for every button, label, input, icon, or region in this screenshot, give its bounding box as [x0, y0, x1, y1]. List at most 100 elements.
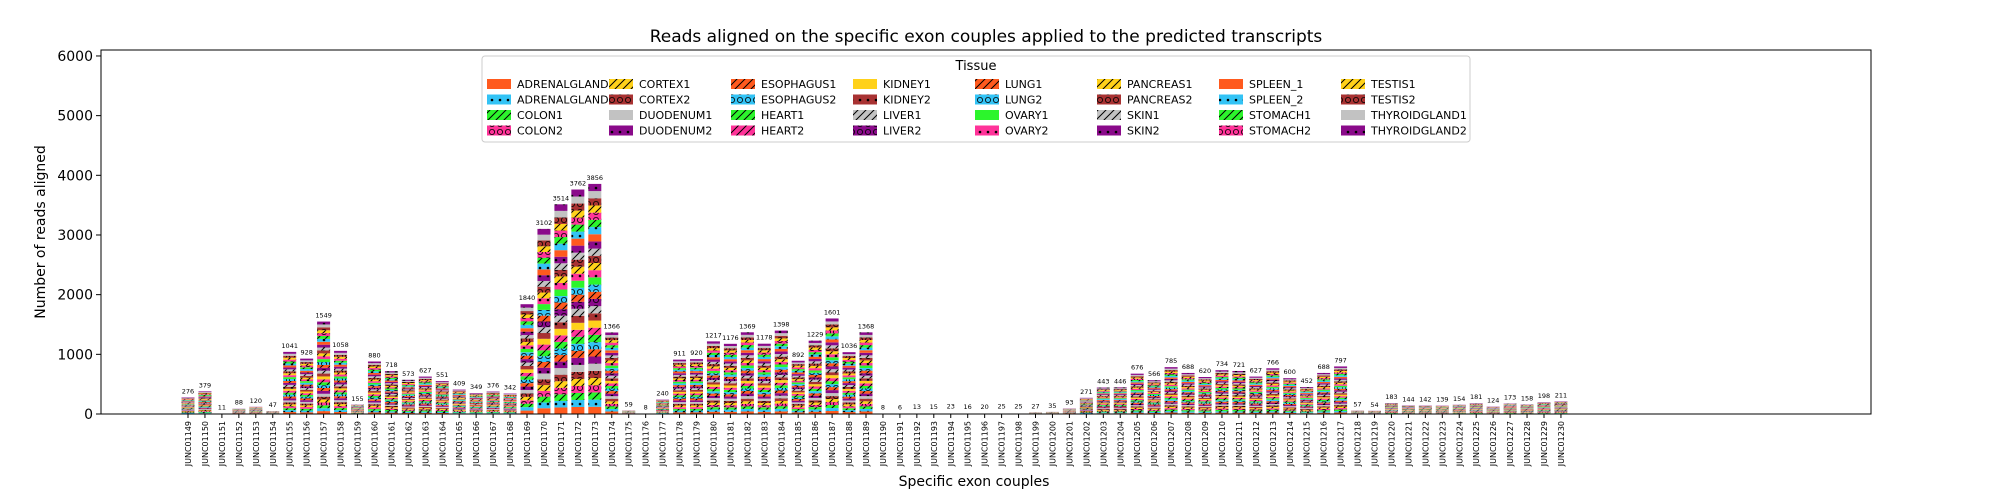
- bar-segment: [537, 344, 551, 351]
- legend-label: KIDNEY2: [883, 94, 931, 107]
- bar-segment: [1334, 385, 1348, 388]
- x-tick-label: JUNC01198: [1015, 421, 1024, 467]
- bar-segment: [774, 346, 788, 349]
- bar-segment: [859, 391, 873, 394]
- bar-segment: [1096, 403, 1110, 405]
- bar-segment: [1181, 376, 1195, 379]
- bar-segment: [198, 402, 212, 404]
- bar-segment: [1147, 412, 1161, 414]
- bar-segment: [690, 400, 703, 402]
- bar-segment: [571, 343, 585, 351]
- bar-segment: [1215, 378, 1229, 380]
- legend-swatch: [975, 125, 999, 136]
- bar-segment: [1232, 373, 1246, 376]
- bar-segment: [435, 384, 449, 386]
- bar-segment: [334, 370, 348, 373]
- bar-segment: [1232, 385, 1246, 388]
- bar-segment: [1079, 408, 1093, 409]
- bar-segment: [384, 393, 398, 396]
- bar-segment: [1079, 402, 1093, 403]
- bar-segment: [673, 397, 687, 399]
- bar-segment: [520, 379, 534, 384]
- bar-segment: [740, 383, 754, 386]
- bar-segment: [1198, 392, 1212, 394]
- bar-segment: [503, 403, 517, 405]
- bar-segment: [401, 384, 415, 386]
- bar-stack: [1232, 370, 1246, 414]
- bar-segment: [808, 352, 822, 355]
- bar-segment: [859, 362, 873, 366]
- bar-segment: [1096, 392, 1110, 394]
- bar-segment: [1198, 402, 1212, 404]
- bar-segment: [859, 350, 873, 353]
- bar-segment: [1113, 388, 1127, 390]
- bar-segment: [825, 342, 839, 346]
- bar-segment: [469, 401, 483, 403]
- bar-segment: [520, 359, 534, 363]
- bar-segment: [1164, 367, 1178, 369]
- legend-swatch: [609, 110, 633, 120]
- bar-segment: [520, 372, 534, 377]
- bar-segment: [367, 399, 381, 401]
- bar-segment: [401, 380, 415, 382]
- bar-segment: [605, 337, 619, 341]
- bar-segment: [1249, 410, 1263, 412]
- bar-segment: [317, 388, 331, 391]
- bar-segment: [1215, 375, 1229, 378]
- bar-segment: [384, 405, 398, 408]
- bar-segment: [690, 389, 703, 392]
- bar-segment: [1079, 401, 1093, 402]
- bar-segment: [1249, 405, 1263, 407]
- bar-segment: [1079, 405, 1093, 406]
- legend-swatch: [1219, 79, 1243, 89]
- bar-segment: [1232, 391, 1246, 393]
- bar-segment: [1181, 378, 1195, 380]
- bar-segment: [198, 406, 212, 407]
- bar-segment: [1249, 384, 1263, 386]
- bar-segment: [1147, 396, 1161, 398]
- bar-segment: [503, 410, 517, 411]
- bar-segment: [1079, 406, 1093, 408]
- x-tick-label: JUNC01158: [337, 421, 346, 467]
- bar-segment: [486, 391, 500, 393]
- y-tick-label: 5000: [57, 109, 93, 125]
- legend-item: LIVER2: [853, 125, 922, 138]
- bar-stack: [673, 359, 687, 414]
- bar-segment: [1334, 411, 1348, 413]
- bar-segment: [690, 367, 703, 370]
- bar-segment: [1266, 395, 1280, 397]
- bar-segment: [723, 396, 737, 399]
- bar-segment: [469, 407, 483, 409]
- bar-segment: [1249, 394, 1263, 396]
- legend-label: CORTEX2: [639, 94, 690, 107]
- bar-segment: [1079, 409, 1093, 410]
- bar-segment: [435, 401, 449, 403]
- legend-label: HEART2: [761, 125, 804, 138]
- bar-segment: [605, 360, 619, 364]
- bar-segment: [469, 411, 483, 413]
- bar-segment: [334, 390, 348, 393]
- bar-segment: [435, 397, 449, 399]
- bar-segment: [181, 398, 195, 400]
- bar-segment: [808, 404, 822, 408]
- bar-segment: [605, 335, 619, 338]
- bar-segment: [588, 227, 602, 235]
- bar-segment: [1300, 389, 1314, 391]
- bar-segment: [1249, 406, 1263, 409]
- legend-item: PANCREAS1: [1097, 78, 1192, 91]
- bar-segment: [1181, 399, 1195, 402]
- y-tick-label: 4000: [57, 168, 93, 184]
- bar-segment: [588, 183, 602, 192]
- bar-segment: [537, 361, 551, 368]
- bar-segment: [808, 349, 822, 353]
- bar-segment: [384, 389, 398, 392]
- bar-total-label: 446: [1114, 377, 1126, 385]
- bar-segment: [808, 381, 822, 385]
- bar-segment: [1215, 372, 1229, 375]
- bar-segment: [198, 406, 212, 408]
- bar-segment: [1266, 412, 1280, 414]
- bar-segment: [1164, 373, 1178, 375]
- bar-segment: [520, 307, 534, 312]
- bar-stack: [1554, 401, 1568, 414]
- bar-segment: [300, 381, 314, 383]
